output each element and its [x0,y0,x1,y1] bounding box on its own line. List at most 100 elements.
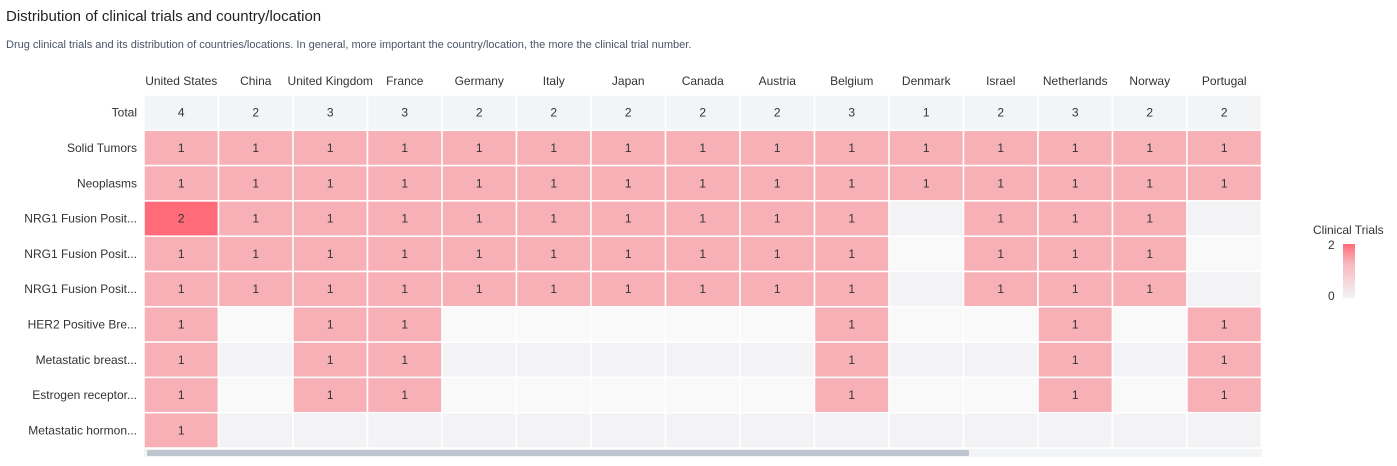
cell-value: 1 [848,141,855,155]
cell-value: 1 [401,282,408,296]
heatmap-cell [740,377,815,412]
cell-value: 1 [923,106,930,120]
cell-value: 1 [1221,388,1228,402]
cell-value: 1 [401,176,408,190]
cell-value: 1 [476,282,483,296]
cell-value: 1 [699,176,706,190]
heatmap-cell [591,377,666,412]
cell-value: 1 [699,212,706,226]
cell-value: 1 [1221,353,1228,367]
heatmap-cell [889,201,964,236]
cell-value: 1 [1146,282,1153,296]
heatmap-cell [1187,272,1262,307]
heatmap-cell [964,342,1039,377]
cell-value: 1 [1072,317,1079,331]
cell-value: 1 [625,176,632,190]
cell-value: 2 [1146,106,1153,120]
heatmap-cell [517,307,592,342]
cell-value: 2 [625,106,632,120]
cell-value: 1 [476,247,483,261]
cell-value: 1 [848,388,855,402]
cell-value: 2 [476,106,483,120]
heatmap-chart: United StatesChinaUnited KingdomFranceGe… [0,0,1300,466]
cell-value: 1 [476,212,483,226]
horizontal-scrollbar-thumb[interactable] [147,450,969,456]
column-header: France [386,74,424,88]
heatmap-cell [666,342,741,377]
cell-value: 1 [1146,212,1153,226]
cell-value: 1 [774,247,781,261]
heatmap-cell [666,413,741,448]
cell-value: 2 [774,106,781,120]
cell-value: 1 [327,282,334,296]
cell-value: 1 [550,176,557,190]
cell-value: 1 [923,141,930,155]
heatmap-cell [889,377,964,412]
row-label: Estrogen receptor... [32,388,137,402]
heatmap-cell [442,413,517,448]
cell-value: 1 [327,353,334,367]
cell-value: 1 [997,247,1004,261]
heatmap-cell [964,377,1039,412]
heatmap-cell [964,307,1039,342]
heatmap-cell [219,413,294,448]
column-header: United Kingdom [288,74,373,88]
column-header: Denmark [902,74,952,88]
heatmap-cell [1187,413,1262,448]
cell-value: 1 [625,282,632,296]
cell-value: 1 [1146,247,1153,261]
row-label: HER2 Positive Bre... [28,317,137,331]
cell-value: 1 [401,141,408,155]
cell-value: 1 [252,247,259,261]
cell-value: 1 [327,388,334,402]
cell-value: 1 [401,353,408,367]
cell-value: 1 [1072,388,1079,402]
cell-value: 1 [923,176,930,190]
heatmap-cell [740,413,815,448]
cell-value: 1 [476,176,483,190]
cell-value: 1 [178,423,185,437]
colorbar-max-label: 2 [1328,238,1335,252]
row-label: Metastatic breast... [36,353,137,367]
cell-value: 1 [848,212,855,226]
cell-value: 3 [848,106,855,120]
row-label: NRG1 Fusion Posit... [24,212,137,226]
cell-value: 1 [625,212,632,226]
colorbar [1343,244,1355,298]
cell-value: 1 [625,141,632,155]
colorbar-title: Clinical Trials [1313,223,1384,237]
heatmap-cell [889,342,964,377]
heatmap-cell [815,413,890,448]
heatmap-cell [889,413,964,448]
cell-value: 1 [252,282,259,296]
heatmap-cell [591,307,666,342]
cell-value: 1 [1146,176,1153,190]
heatmap-cell [1187,236,1262,271]
cell-value: 3 [327,106,334,120]
heatmap-cell [442,307,517,342]
column-header: Austria [759,74,797,88]
heatmap-cell [591,342,666,377]
cell-value: 2 [1221,106,1228,120]
cell-value: 1 [252,176,259,190]
cell-value: 1 [997,212,1004,226]
heatmap-cell [517,342,592,377]
cell-value: 1 [178,247,185,261]
cell-value: 1 [1146,141,1153,155]
heatmap-cell [442,342,517,377]
heatmap-cell [219,307,294,342]
cell-value: 1 [699,282,706,296]
column-header: Germany [455,74,504,88]
column-header: Belgium [830,74,873,88]
row-label: NRG1 Fusion Posit... [24,282,137,296]
heatmap-cell [591,413,666,448]
column-header: Norway [1129,74,1170,88]
column-header: Portugal [1202,74,1247,88]
heatmap-cell [889,272,964,307]
cell-value: 1 [699,141,706,155]
cell-value: 1 [178,141,185,155]
row-label: Metastatic hormon... [28,423,137,437]
cell-value: 1 [401,317,408,331]
cell-value: 2 [550,106,557,120]
row-label: Total [112,106,137,120]
